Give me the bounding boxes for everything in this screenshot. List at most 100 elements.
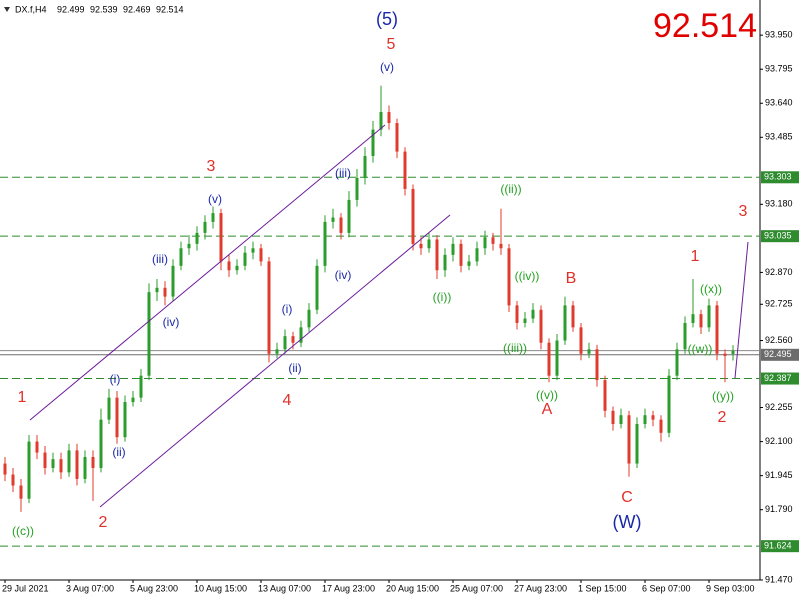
candle-body	[363, 155, 367, 178]
y-tick-label: 93.795	[765, 64, 793, 74]
candle-body	[227, 261, 231, 271]
candle-body	[699, 314, 703, 328]
wave-label: (v)	[208, 192, 222, 206]
x-tick-label: 10 Aug 15:00	[194, 583, 247, 593]
header-close: 92.514	[156, 4, 184, 14]
wave-label: (iv)	[163, 315, 180, 329]
candle-body	[235, 265, 239, 271]
wave-label: (5)	[376, 9, 398, 29]
candle-body	[619, 415, 623, 425]
candle-body	[291, 336, 295, 343]
projection-line	[734, 241, 749, 379]
y-tick-label: 93.485	[765, 132, 793, 142]
candle-body	[475, 248, 479, 262]
x-tick-label: 13 Aug 07:00	[258, 583, 311, 593]
wave-label: 2	[99, 514, 108, 531]
candle-body	[275, 349, 279, 354]
x-tick-label: 17 Aug 23:00	[322, 583, 375, 593]
candle-body	[675, 349, 679, 376]
candle-body	[379, 112, 383, 130]
current-price: 92.514	[653, 7, 757, 45]
y-tick-label: 93.640	[765, 98, 793, 108]
wave-label: (i)	[110, 372, 121, 386]
candle-body	[251, 248, 255, 253]
candle-body	[19, 485, 23, 499]
candle-body	[179, 248, 183, 266]
y-tick-label: 91.945	[765, 470, 793, 480]
x-tick-label: 5 Aug 23:00	[130, 583, 178, 593]
candle-body	[411, 188, 415, 244]
candle-body	[331, 217, 335, 222]
candle-body	[115, 397, 119, 438]
header-open: 92.499	[57, 4, 85, 14]
y-tick-label: 91.790	[765, 504, 793, 514]
wave-label: (iv)	[335, 268, 352, 282]
level-label: 93.035	[764, 231, 792, 241]
candle-body	[323, 221, 327, 266]
wave-label: A	[542, 401, 553, 418]
wave-label: ((ii))	[500, 182, 521, 196]
wave-label: ((iv))	[515, 269, 540, 283]
candle-body	[211, 213, 215, 222]
candle-body	[483, 237, 487, 249]
candle-body	[307, 309, 311, 328]
candle-body	[507, 248, 511, 306]
candle-body	[563, 305, 567, 341]
wave-label: ((i))	[433, 290, 452, 304]
y-tick-label: 92.255	[765, 402, 793, 412]
candle-body	[723, 353, 727, 356]
candle-body	[299, 327, 303, 343]
candle-body	[451, 243, 455, 255]
wave-label: (iii)	[152, 252, 168, 266]
candle-body	[395, 123, 399, 152]
candle-body	[419, 243, 423, 249]
candle-body	[659, 419, 663, 433]
candle-body	[283, 336, 287, 350]
candle-body	[59, 459, 63, 473]
channel-lower	[99, 214, 451, 508]
candle-body	[459, 243, 463, 266]
y-tick-label: 91.470	[765, 574, 793, 584]
trendlines	[29, 124, 749, 508]
candle-body	[555, 340, 559, 376]
candle-body	[3, 463, 7, 475]
y-tick-label: 93.180	[765, 199, 793, 209]
candle-body	[243, 252, 247, 266]
candle-body	[67, 450, 71, 473]
wave-label: 2	[718, 409, 727, 426]
candle-body	[195, 232, 199, 244]
wave-label: 3	[207, 158, 216, 175]
wave-label: (i)	[282, 302, 293, 316]
candle-body	[683, 322, 687, 350]
y-tick-label: 93.950	[765, 30, 793, 40]
candle-body	[579, 327, 583, 354]
candle-body	[75, 450, 79, 479]
candle-body	[435, 239, 439, 271]
candle-body	[587, 349, 591, 354]
candle-body	[523, 318, 527, 323]
candle-body	[467, 261, 471, 266]
candle-body	[731, 350, 735, 354]
candle-body	[387, 112, 391, 124]
candle-body	[707, 305, 711, 328]
candle-body	[427, 239, 431, 249]
candle-body	[315, 265, 319, 310]
candle-body	[355, 177, 359, 200]
candle-body	[267, 261, 271, 354]
candle-body	[51, 459, 55, 468]
candle-body	[515, 305, 519, 323]
candle-body	[219, 213, 223, 262]
wave-label: 4	[283, 392, 292, 409]
candle-body	[163, 287, 167, 297]
wave-label: (v)	[380, 60, 394, 74]
level-box	[761, 230, 799, 243]
y-tick-label: 92.560	[765, 335, 793, 345]
wave-label: ((x))	[700, 282, 722, 296]
candle-body	[347, 199, 351, 233]
x-tick-label: 20 Aug 15:00	[386, 583, 439, 593]
channel-upper	[29, 124, 386, 421]
wave-label: ((iii))	[503, 341, 527, 355]
x-tick-label: 1 Sep 15:00	[578, 583, 627, 593]
menu-arrow[interactable]	[4, 7, 10, 12]
